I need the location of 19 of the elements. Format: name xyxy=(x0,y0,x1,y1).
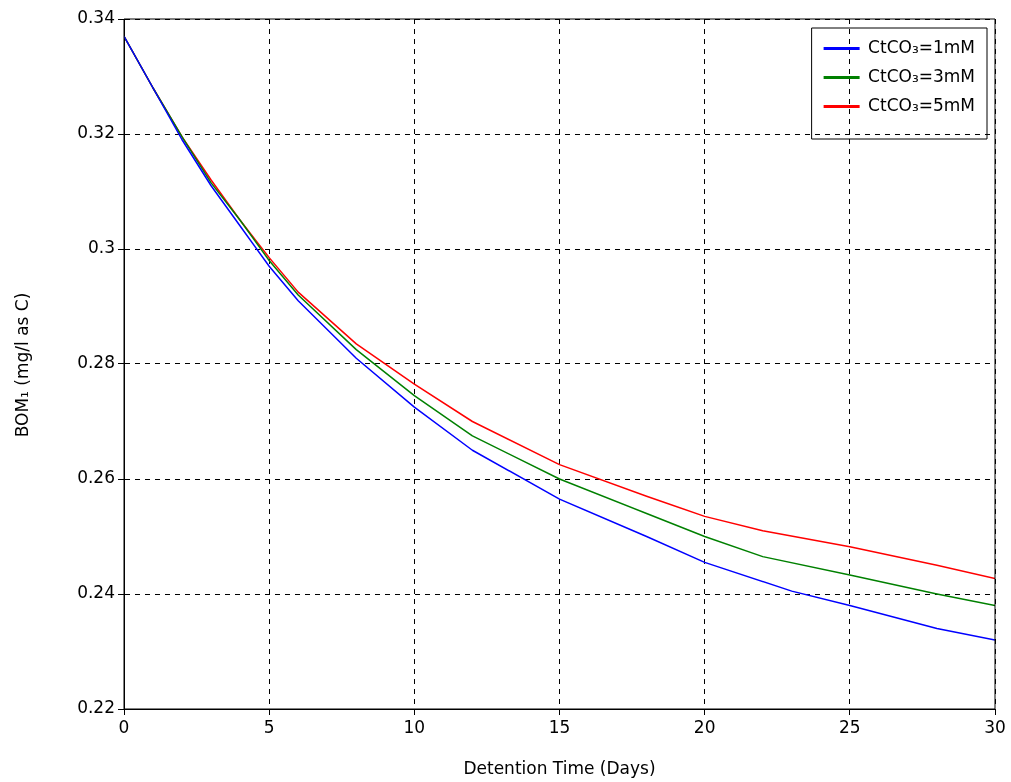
x-tick-label: 25 xyxy=(839,716,861,737)
y-tick-label: 0.26 xyxy=(77,467,115,488)
x-tick-label: 10 xyxy=(403,716,426,737)
x-tick-label: 0 xyxy=(118,716,130,737)
x-tick-label: 30 xyxy=(984,716,1006,737)
legend-label: CtCO₃=3mM xyxy=(868,65,975,86)
y-tick-label: 0.24 xyxy=(77,582,115,603)
y-tick-label: 0.22 xyxy=(77,697,115,718)
y-tick-label: 0.32 xyxy=(77,122,115,143)
legend-label: CtCO₃=1mM xyxy=(868,36,975,57)
x-tick-label: 5 xyxy=(263,716,275,737)
y-tick-label: 0.3 xyxy=(87,237,115,258)
x-tick-label: 20 xyxy=(693,716,716,737)
x-axis-title: Detention Time (Days) xyxy=(463,758,656,779)
y-tick-label: 0.28 xyxy=(77,352,115,373)
y-axis-title: BOM₁ (mg/l as C) xyxy=(12,292,32,438)
legend-label: CtCO₃=5mM xyxy=(868,94,975,115)
x-tick-label: 15 xyxy=(548,716,571,737)
y-tick-label: 0.34 xyxy=(77,7,115,28)
